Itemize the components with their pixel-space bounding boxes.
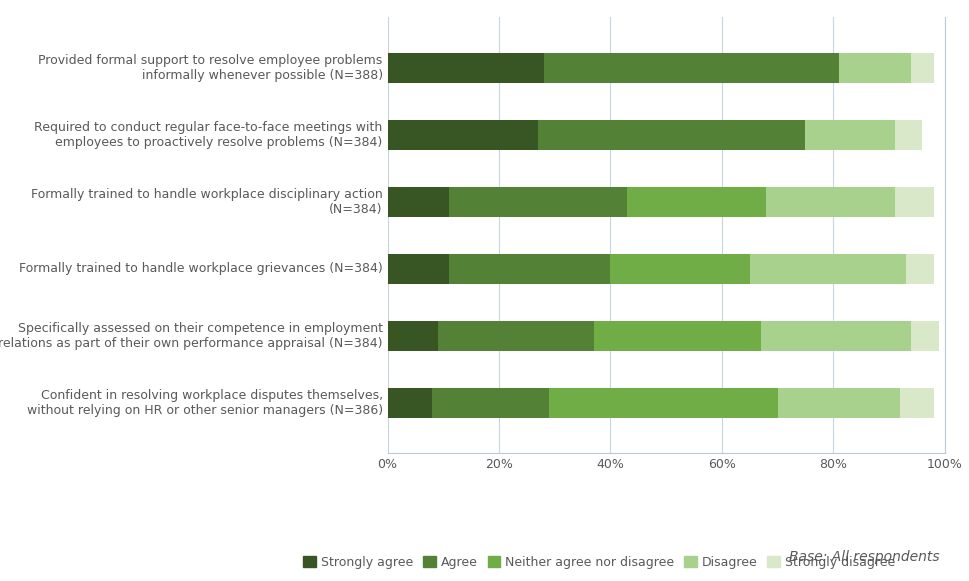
Bar	[544, 53, 839, 83]
Bar	[449, 254, 610, 284]
Bar	[388, 120, 538, 150]
Bar	[761, 321, 911, 351]
Bar	[839, 53, 911, 83]
Bar	[777, 388, 900, 418]
Bar	[894, 120, 922, 150]
Bar	[911, 321, 939, 351]
Bar	[388, 321, 438, 351]
Bar	[627, 187, 766, 217]
Bar	[805, 120, 894, 150]
Bar	[449, 187, 627, 217]
Bar	[610, 254, 750, 284]
Bar	[538, 120, 805, 150]
Bar	[549, 388, 777, 418]
Legend: Strongly agree, Agree, Neither agree nor disagree, Disagree, Strongly disagree: Strongly agree, Agree, Neither agree nor…	[303, 556, 895, 569]
Bar	[388, 187, 449, 217]
Bar	[911, 53, 934, 83]
Bar	[432, 388, 549, 418]
Bar	[894, 187, 933, 217]
Bar	[750, 254, 906, 284]
Bar	[906, 254, 933, 284]
Bar	[900, 388, 933, 418]
Text: Base: All respondents: Base: All respondents	[790, 550, 940, 564]
Bar	[594, 321, 761, 351]
Bar	[766, 187, 894, 217]
Bar	[388, 388, 432, 418]
Bar	[388, 254, 449, 284]
Bar	[438, 321, 594, 351]
Bar	[388, 53, 544, 83]
